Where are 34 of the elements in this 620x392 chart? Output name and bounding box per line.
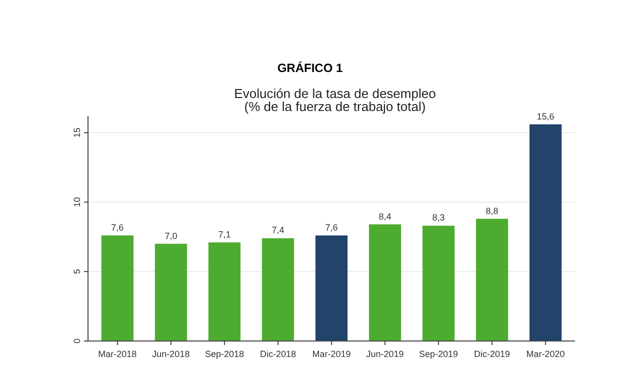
x-tick-label: Dic-2018 — [260, 349, 296, 359]
data-label: 7,4 — [272, 225, 284, 236]
bar — [101, 235, 134, 341]
text: GRÁFICO 1 — [277, 61, 343, 75]
x-tick-label: Dic-2019 — [474, 349, 510, 359]
x-tick-label: Mar-2020 — [526, 349, 565, 359]
y-tick-label: 0 — [72, 338, 82, 344]
x-tick-label: Jun-2018 — [152, 349, 190, 359]
y-tick-label: 5 — [72, 269, 82, 274]
bar — [208, 242, 241, 341]
data-label: 8,4 — [378, 211, 392, 222]
data-label: 15,6 — [536, 111, 554, 122]
bar — [476, 218, 508, 341]
bar — [154, 244, 188, 341]
x-tick-label: Mar-2019 — [312, 349, 351, 359]
x-tick-label: Sep-2018 — [204, 349, 244, 359]
data-label: 8,8 — [486, 206, 498, 216]
bar — [262, 238, 294, 341]
data-label: 7,6 — [111, 222, 124, 232]
y-tick-label: 10 — [72, 197, 82, 208]
x-tick-label: Jun-2019 — [366, 349, 404, 359]
data-label: 7,1 — [218, 229, 231, 240]
x-tick-label: Mar-2018 — [98, 349, 137, 359]
data-label: 7,6 — [325, 222, 338, 232]
bar — [315, 235, 348, 341]
bar — [530, 124, 562, 341]
chart-title: Evolución de la tasa de desempleo — [234, 86, 436, 101]
data-label: 7,0 — [164, 230, 178, 241]
y-tick-label: 15 — [72, 128, 82, 138]
chart-subtitle: (% de la fuerza de trabajo total) — [244, 99, 426, 114]
bar — [422, 226, 455, 341]
x-tick-label: Sep-2019 — [419, 349, 458, 359]
data-label: 8,3 — [432, 212, 445, 223]
bar — [368, 224, 402, 341]
